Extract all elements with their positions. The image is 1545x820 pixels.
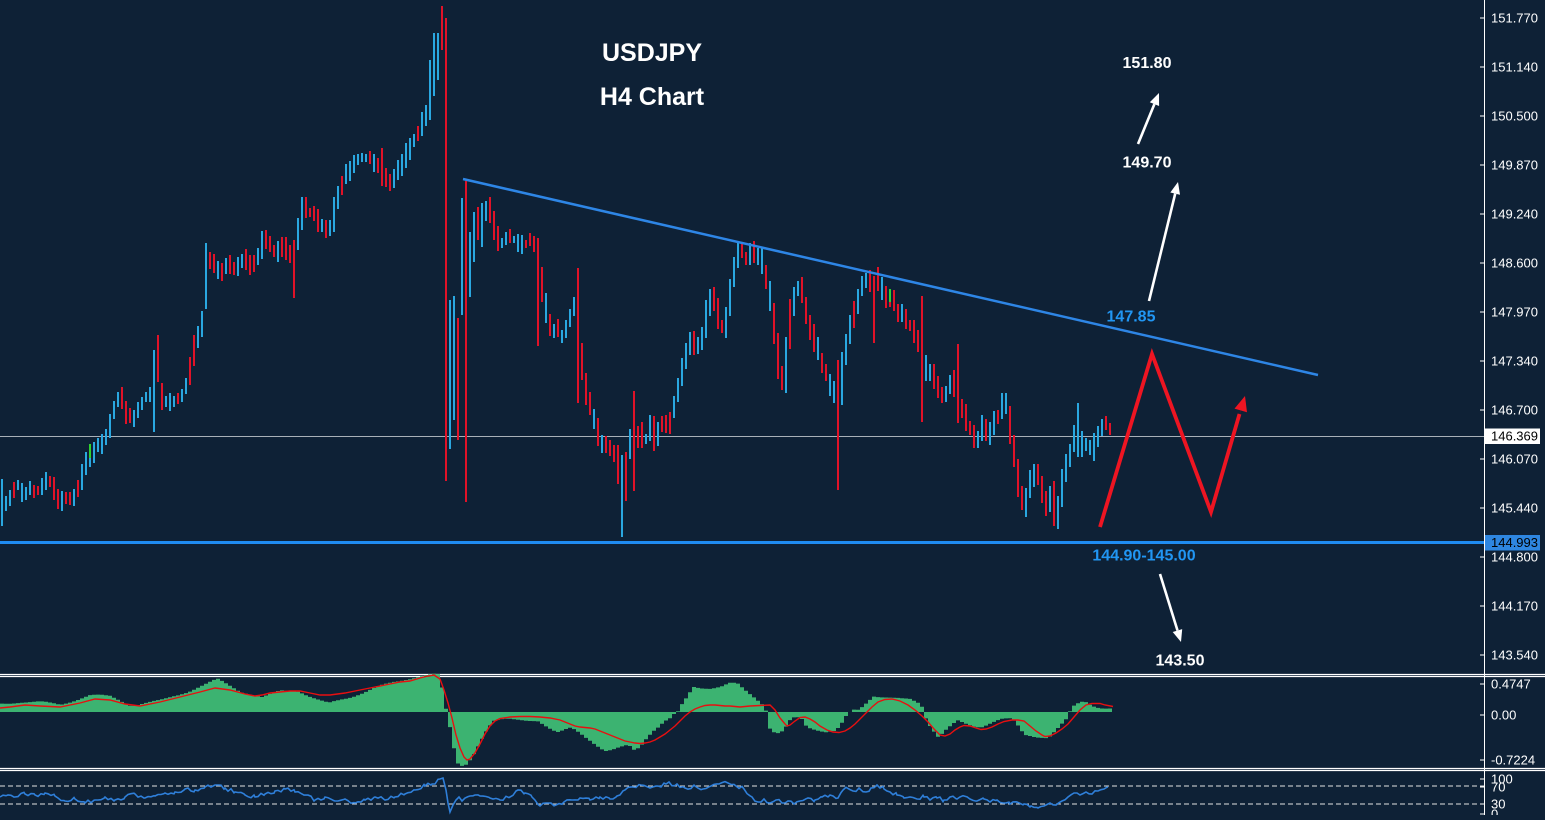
svg-text:0.00: 0.00 xyxy=(1491,708,1516,723)
svg-text:70: 70 xyxy=(1491,780,1505,795)
svg-text:149.240: 149.240 xyxy=(1491,207,1538,222)
svg-text:151.770: 151.770 xyxy=(1491,11,1538,26)
svg-text:151.140: 151.140 xyxy=(1491,60,1538,75)
svg-text:-0.7224: -0.7224 xyxy=(1491,753,1535,768)
svg-text:144.90-145.00: 144.90-145.00 xyxy=(1092,548,1195,565)
svg-text:147.340: 147.340 xyxy=(1491,354,1538,369)
svg-text:149.870: 149.870 xyxy=(1491,158,1538,173)
svg-text:USDJPY: USDJPY xyxy=(602,39,702,67)
svg-text:146.369: 146.369 xyxy=(1491,429,1538,444)
svg-text:150.500: 150.500 xyxy=(1491,109,1538,124)
svg-text:0: 0 xyxy=(1491,807,1498,816)
svg-text:144.993: 144.993 xyxy=(1491,535,1538,550)
svg-text:149.70: 149.70 xyxy=(1123,155,1172,172)
svg-text:151.80: 151.80 xyxy=(1123,55,1172,72)
svg-text:147.970: 147.970 xyxy=(1491,305,1538,320)
svg-text:144.800: 144.800 xyxy=(1491,550,1538,565)
svg-text:147.85: 147.85 xyxy=(1107,309,1156,326)
svg-text:0.4747: 0.4747 xyxy=(1491,677,1531,692)
svg-text:146.700: 146.700 xyxy=(1491,403,1538,418)
svg-text:100: 100 xyxy=(1491,772,1513,787)
svg-text:143.540: 143.540 xyxy=(1491,648,1538,663)
svg-text:145.440: 145.440 xyxy=(1491,501,1538,516)
svg-text:146.070: 146.070 xyxy=(1491,452,1538,467)
svg-text:H4 Chart: H4 Chart xyxy=(600,83,705,111)
svg-text:30: 30 xyxy=(1491,797,1505,812)
svg-text:144.170: 144.170 xyxy=(1491,599,1538,614)
svg-text:148.600: 148.600 xyxy=(1491,256,1538,271)
svg-text:143.50: 143.50 xyxy=(1156,653,1205,670)
